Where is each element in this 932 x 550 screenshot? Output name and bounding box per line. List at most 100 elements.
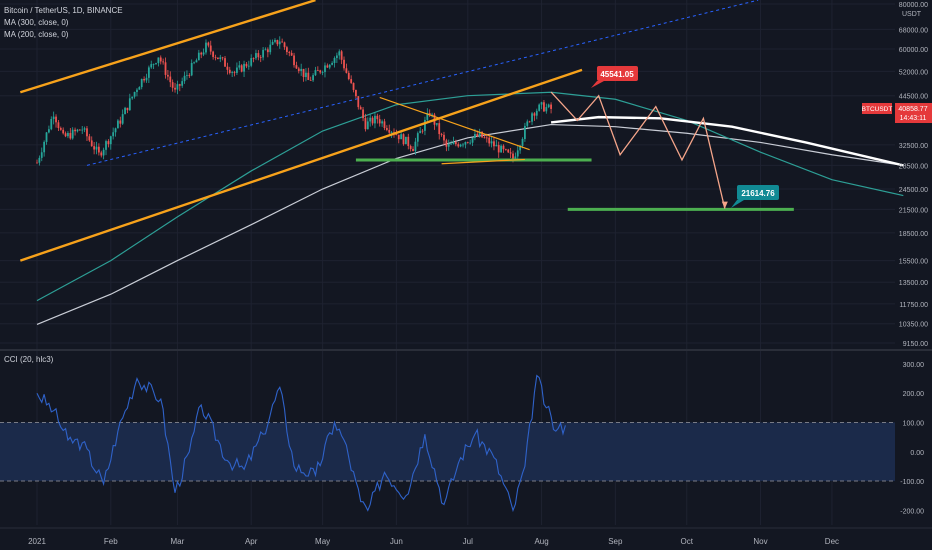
ma300-legend: MA (300, close, 0) <box>4 18 69 27</box>
candle-body <box>55 116 57 123</box>
candle-body <box>388 129 391 133</box>
candle-body <box>97 146 100 153</box>
x-tick-label: Sep <box>608 537 623 546</box>
candle-body <box>371 117 374 124</box>
candle-body <box>509 152 512 154</box>
candle-body <box>543 102 545 112</box>
axis-unit: USDT <box>902 11 922 18</box>
candle-body <box>514 156 517 159</box>
upper-target-callout[interactable]: 45541.05 <box>591 66 638 88</box>
price-pane[interactable] <box>19 0 904 326</box>
candle-body <box>117 120 119 129</box>
candle-body <box>76 129 79 132</box>
candle-body <box>524 125 526 139</box>
candle-body <box>507 149 510 153</box>
candle-body <box>459 144 462 147</box>
candle-body <box>283 42 286 48</box>
y-tick-label: 11750.00 <box>899 302 928 309</box>
candle-body <box>483 137 486 139</box>
x-tick-label: Jun <box>390 537 403 546</box>
cci-y-tick-label: 0.00 <box>910 450 924 457</box>
x-tick-label: Mar <box>171 537 185 546</box>
candle-body <box>378 119 381 124</box>
candle-body <box>95 146 98 150</box>
candle-body <box>331 63 334 65</box>
x-tick-label: May <box>315 537 330 546</box>
candle-body <box>352 82 355 90</box>
candle-body <box>333 58 336 64</box>
candle-body <box>300 68 303 72</box>
ma200-line <box>36 91 904 302</box>
candle-body <box>338 51 341 56</box>
candle-body <box>164 62 167 75</box>
candle-body <box>167 74 169 77</box>
candle-body <box>40 152 43 158</box>
candle-body <box>136 89 138 93</box>
candle-body <box>340 51 343 60</box>
candle-body <box>550 104 552 109</box>
candle-body <box>48 129 50 133</box>
y-tick-label: 13500.00 <box>899 280 928 287</box>
candle-body <box>357 96 360 108</box>
candle-body <box>207 42 210 46</box>
candle-body <box>78 129 81 131</box>
candle-body <box>497 145 500 153</box>
candle-body <box>50 118 53 130</box>
candle-body <box>100 152 103 156</box>
candle-body <box>102 149 105 156</box>
candle-body <box>86 128 88 137</box>
candle-body <box>474 134 476 138</box>
candle-body <box>178 84 181 86</box>
ma200-legend: MA (200, close, 0) <box>4 30 69 39</box>
cci-y-tick-label: 100.00 <box>903 420 925 427</box>
x-tick-label: Feb <box>104 537 118 546</box>
candle-body <box>126 107 129 111</box>
candle-body <box>295 65 298 69</box>
candle-body <box>83 128 86 130</box>
candle-body <box>147 67 150 78</box>
channel-upper-trendline <box>19 0 316 94</box>
candle-body <box>171 82 174 88</box>
cci-y-tick-label: 200.00 <box>903 391 925 398</box>
y-tick-label: 44500.00 <box>899 94 928 101</box>
candle-body <box>376 115 379 120</box>
chart-title: Bitcoin / TetherUS, 1D, BINANCE <box>4 6 123 15</box>
candle-body <box>281 41 284 43</box>
y-tick-label: 32500.00 <box>899 143 928 150</box>
candle-body <box>243 63 245 72</box>
candle-body <box>257 53 260 58</box>
candle-body <box>238 65 241 68</box>
candle-body <box>519 145 522 151</box>
candle-body <box>362 109 364 119</box>
candle-body <box>454 142 457 145</box>
candle-body <box>495 145 498 147</box>
candle-body <box>481 131 483 138</box>
axes: 2021 Feb Mar Apr May Jun Jul Aug Sep Oct Nov Dec 800… <box>28 2 928 546</box>
lower-target-callout[interactable]: 21614.76 <box>731 185 779 208</box>
candle-body <box>526 121 529 126</box>
candle-body <box>528 121 531 123</box>
candle-body <box>197 52 200 61</box>
candle-body <box>512 153 514 159</box>
candle-body <box>419 130 422 134</box>
candle-body <box>471 137 474 143</box>
candle-body <box>266 49 269 53</box>
cci-line <box>36 374 566 513</box>
cci-y-tick-label: 300.00 <box>903 362 925 369</box>
cci-pane[interactable] <box>0 374 895 513</box>
candle-body <box>502 145 505 150</box>
candle-body <box>443 134 445 141</box>
y-tick-label: 52000.00 <box>899 69 928 76</box>
cci-y-tick-label: -100.00 <box>900 479 924 486</box>
candle-body <box>52 116 55 119</box>
candle-body <box>74 129 76 132</box>
candle-body <box>124 107 126 115</box>
candle-body <box>214 56 217 58</box>
candle-body <box>119 120 122 124</box>
candle-body <box>326 65 329 68</box>
candle-body <box>412 148 414 152</box>
projection-path <box>550 91 726 209</box>
candle-body <box>59 128 62 130</box>
candle-body <box>71 129 74 139</box>
